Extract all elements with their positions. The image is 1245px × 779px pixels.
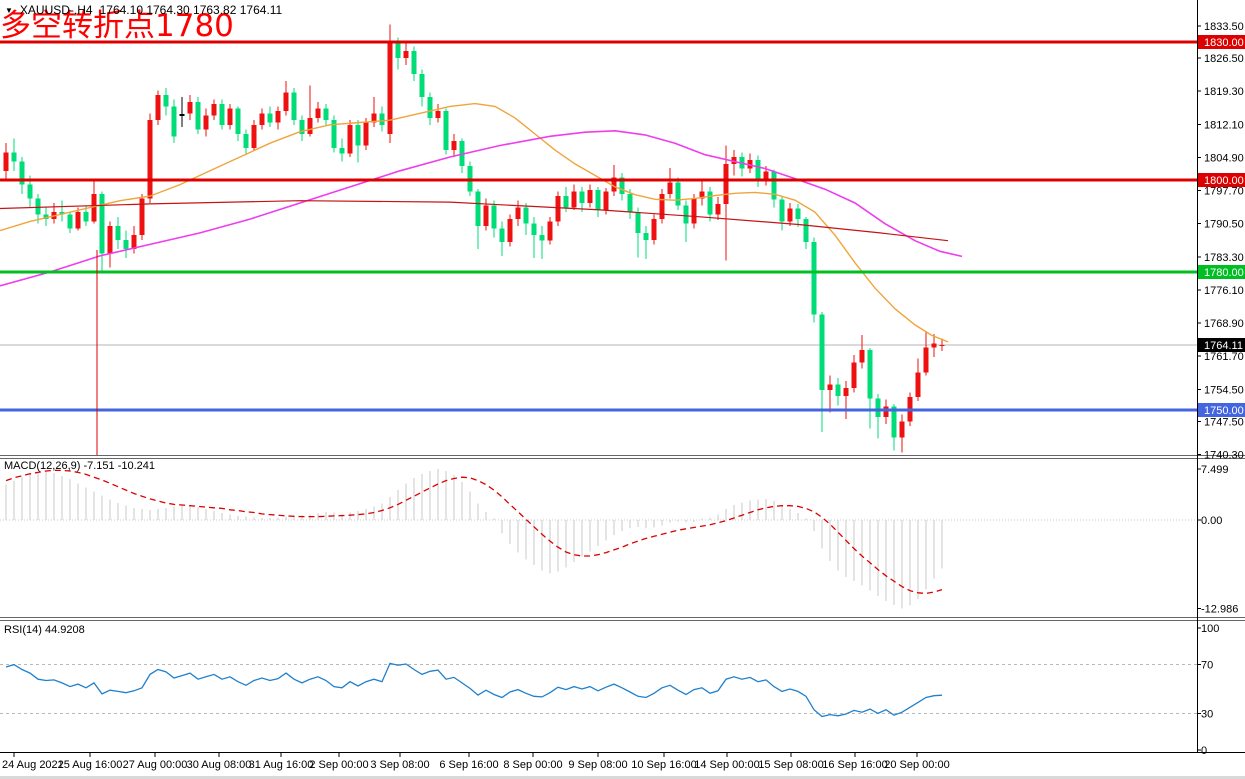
macd-layer: [0, 469, 1197, 609]
macd-signal-line: [5, 469, 943, 595]
svg-text:1764.11: 1764.11: [1204, 340, 1243, 352]
svg-text:70: 70: [1201, 660, 1213, 672]
svg-text:30: 30: [1201, 708, 1213, 720]
svg-text:1740.30: 1740.30: [1204, 450, 1244, 462]
svg-text:1780.00: 1780.00: [1204, 267, 1244, 279]
rsi-indicator-label: RSI(14) 44.9208: [4, 624, 85, 636]
svg-text:1800.00: 1800.00: [1204, 175, 1244, 187]
svg-text:-12.986: -12.986: [1201, 603, 1238, 615]
macd-indicator-label: MACD(12,26,9) -7.151 -10.241: [4, 460, 156, 472]
symbol-label: XAUUSD-,H4: [19, 3, 93, 17]
annotation-text: 多空转折点1780: [0, 8, 234, 44]
svg-text:1833.50: 1833.50: [1204, 21, 1244, 33]
svg-text:0.00: 0.00: [1201, 515, 1222, 527]
ma-mid-magenta: [0, 129, 963, 287]
svg-text:8 Sep 00:00: 8 Sep 00:00: [503, 759, 562, 771]
svg-text:100: 100: [1201, 623, 1219, 635]
svg-text:1819.30: 1819.30: [1204, 86, 1244, 98]
svg-text:15 Sep 08:00: 15 Sep 08:00: [758, 759, 823, 771]
svg-text:1750.00: 1750.00: [1204, 405, 1244, 417]
svg-text:6 Sep 16:00: 6 Sep 16:00: [439, 759, 498, 771]
svg-text:27 Aug 00:00: 27 Aug 00:00: [123, 759, 188, 771]
moving-averages-layer: [0, 102, 963, 343]
svg-text:1768.90: 1768.90: [1204, 318, 1244, 330]
price-badge-1830.00: [1198, 35, 1245, 49]
svg-text:0: 0: [1201, 745, 1207, 757]
rsi-layer: [0, 662, 1197, 718]
ma-fast-orange: [0, 102, 949, 343]
price-axis: 1833.50 1826.50 1819.30 1812.10 1804.90 1797.…: [1197, 21, 1244, 757]
ma-slow-darkred: [0, 200, 949, 242]
svg-text:1761.70: 1761.70: [1204, 351, 1244, 363]
ohlc-values: 1764.10 1764.30 1763.82 1764.11: [99, 3, 283, 17]
svg-text:24 Aug 2021: 24 Aug 2021: [2, 759, 64, 771]
svg-text:25 Aug 16:00: 25 Aug 16:00: [58, 759, 123, 771]
svg-text:2 Sep 00:00: 2 Sep 00:00: [309, 759, 368, 771]
svg-text:1797.70: 1797.70: [1204, 186, 1244, 198]
svg-text:1747.50: 1747.50: [1204, 417, 1244, 429]
price-badges: 1830.00 1800.00 1780.00 1764.11 1750.00: [1198, 35, 1245, 417]
svg-text:1783.30: 1783.30: [1204, 252, 1244, 264]
price-badge-1800.00: [1198, 173, 1245, 187]
svg-text:14 Sep 00:00: 14 Sep 00:00: [694, 759, 759, 771]
svg-text:20 Sep 00:00: 20 Sep 00:00: [884, 759, 949, 771]
price-badge-1750.00: [1198, 403, 1245, 417]
svg-text:1754.50: 1754.50: [1204, 384, 1244, 396]
svg-text:30 Aug 08:00: 30 Aug 08:00: [187, 759, 252, 771]
svg-text:10 Sep 16:00: 10 Sep 16:00: [631, 759, 696, 771]
rsi-line: [5, 662, 943, 718]
svg-text:1790.50: 1790.50: [1204, 219, 1244, 231]
svg-text:1830.00: 1830.00: [1204, 37, 1244, 49]
svg-text:7.499: 7.499: [1201, 464, 1229, 476]
svg-text:3 Sep 08:00: 3 Sep 08:00: [370, 759, 429, 771]
candles-layer: [3, 24, 945, 453]
price-badge-1764.11: [1198, 338, 1245, 353]
svg-text:1776.10: 1776.10: [1204, 285, 1244, 297]
symbol-title: ▼ XAUUSD-,H4 1764.10 1764.30 1763.82 176…: [5, 4, 282, 17]
svg-text:31 Aug 16:00: 31 Aug 16:00: [249, 759, 314, 771]
svg-text:1826.50: 1826.50: [1204, 53, 1244, 65]
svg-text:1804.90: 1804.90: [1204, 152, 1244, 164]
dropdown-triangle-icon[interactable]: ▼: [5, 5, 13, 15]
level-lines-layer: [0, 40, 1197, 456]
price-badge-1780.00: [1198, 265, 1245, 279]
svg-text:16 Sep 16:00: 16 Sep 16:00: [822, 759, 887, 771]
svg-text:1812.10: 1812.10: [1204, 119, 1244, 131]
svg-text:9 Sep 08:00: 9 Sep 08:00: [568, 759, 627, 771]
